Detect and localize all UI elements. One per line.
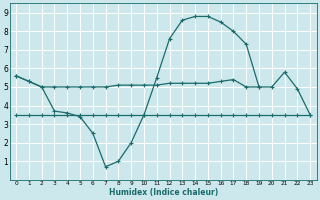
X-axis label: Humidex (Indice chaleur): Humidex (Indice chaleur) bbox=[108, 188, 218, 197]
